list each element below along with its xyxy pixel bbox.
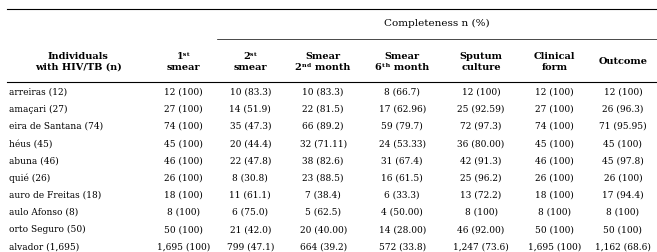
Text: arreiras (12): arreiras (12)	[9, 87, 66, 96]
Text: 14 (28.00): 14 (28.00)	[378, 224, 426, 233]
Text: 664 (39.2): 664 (39.2)	[300, 241, 347, 250]
Text: 8 (66.7): 8 (66.7)	[384, 87, 420, 96]
Text: 18 (100): 18 (100)	[535, 190, 574, 199]
Text: 6 (75.0): 6 (75.0)	[233, 207, 268, 216]
Text: 20 (44.4): 20 (44.4)	[229, 139, 271, 148]
Text: 8 (100): 8 (100)	[606, 207, 639, 216]
Text: abuna (46): abuna (46)	[9, 156, 58, 165]
Text: 17 (94.4): 17 (94.4)	[602, 190, 644, 199]
Text: 59 (79.7): 59 (79.7)	[381, 121, 423, 131]
Text: 16 (61.5): 16 (61.5)	[381, 173, 423, 182]
Text: 72 (97.3): 72 (97.3)	[461, 121, 502, 131]
Text: 26 (100): 26 (100)	[604, 173, 642, 182]
Text: 12 (100): 12 (100)	[535, 87, 574, 96]
Text: Sputum
culture: Sputum culture	[460, 52, 503, 71]
Text: 8 (100): 8 (100)	[167, 207, 200, 216]
Text: 36 (80.00): 36 (80.00)	[457, 139, 505, 148]
Text: quié (26): quié (26)	[9, 173, 50, 182]
Text: 8 (100): 8 (100)	[464, 207, 497, 216]
Text: 12 (100): 12 (100)	[604, 87, 642, 96]
Text: 1,695 (100): 1,695 (100)	[528, 241, 581, 250]
Text: 18 (100): 18 (100)	[164, 190, 203, 199]
Text: 572 (33.8): 572 (33.8)	[378, 241, 426, 250]
Text: 11 (61.1): 11 (61.1)	[229, 190, 271, 199]
Text: 25 (92.59): 25 (92.59)	[457, 104, 505, 113]
Text: 2ˢᵗ
smear: 2ˢᵗ smear	[233, 52, 267, 71]
Text: amaçari (27): amaçari (27)	[9, 104, 67, 113]
Text: 1,247 (73.6): 1,247 (73.6)	[453, 241, 509, 250]
Text: 17 (62.96): 17 (62.96)	[378, 104, 426, 113]
Text: eira de Santana (74): eira de Santana (74)	[9, 121, 102, 131]
Text: 12 (100): 12 (100)	[462, 87, 501, 96]
Text: 10 (83.3): 10 (83.3)	[229, 87, 271, 96]
Text: auro de Freitas (18): auro de Freitas (18)	[9, 190, 101, 199]
Text: 74 (100): 74 (100)	[535, 121, 574, 131]
Text: 14 (51.9): 14 (51.9)	[229, 104, 271, 113]
Text: 42 (91.3): 42 (91.3)	[461, 156, 502, 165]
Text: 26 (100): 26 (100)	[535, 173, 574, 182]
Text: 74 (100): 74 (100)	[164, 121, 203, 131]
Text: Smear
2ⁿᵈ month: Smear 2ⁿᵈ month	[296, 52, 351, 71]
Text: 50 (100): 50 (100)	[604, 224, 643, 233]
Text: 31 (67.4): 31 (67.4)	[382, 156, 423, 165]
Text: 22 (47.8): 22 (47.8)	[229, 156, 271, 165]
Text: 26 (96.3): 26 (96.3)	[602, 104, 644, 113]
Text: 13 (72.2): 13 (72.2)	[461, 190, 502, 199]
Text: 24 (53.33): 24 (53.33)	[378, 139, 426, 148]
Text: 27 (100): 27 (100)	[535, 104, 574, 113]
Text: 50 (100): 50 (100)	[535, 224, 574, 233]
Text: 20 (40.00): 20 (40.00)	[300, 224, 347, 233]
Text: 25 (96.2): 25 (96.2)	[461, 173, 502, 182]
Text: 23 (88.5): 23 (88.5)	[302, 173, 344, 182]
Text: Clinical
form: Clinical form	[534, 52, 576, 71]
Text: Completeness n (%): Completeness n (%)	[384, 19, 489, 28]
Text: 22 (81.5): 22 (81.5)	[302, 104, 344, 113]
Text: 35 (47.3): 35 (47.3)	[229, 121, 271, 131]
Text: alvador (1,695): alvador (1,695)	[9, 241, 79, 250]
Text: 45 (100): 45 (100)	[164, 139, 203, 148]
Text: 1ˢᵗ
smear: 1ˢᵗ smear	[167, 52, 200, 71]
Text: 7 (38.4): 7 (38.4)	[306, 190, 341, 199]
Text: 46 (100): 46 (100)	[164, 156, 203, 165]
Text: 66 (89.2): 66 (89.2)	[302, 121, 344, 131]
Text: 50 (100): 50 (100)	[164, 224, 203, 233]
Text: 27 (100): 27 (100)	[164, 104, 203, 113]
Text: Outcome: Outcome	[599, 57, 647, 66]
Text: 45 (100): 45 (100)	[535, 139, 574, 148]
Text: 46 (100): 46 (100)	[535, 156, 574, 165]
Text: 1,162 (68.6): 1,162 (68.6)	[595, 241, 651, 250]
Text: 799 (47.1): 799 (47.1)	[227, 241, 274, 250]
Text: 26 (100): 26 (100)	[164, 173, 203, 182]
Text: 46 (92.00): 46 (92.00)	[457, 224, 505, 233]
Text: 5 (62.5): 5 (62.5)	[305, 207, 341, 216]
Text: 6 (33.3): 6 (33.3)	[384, 190, 420, 199]
Text: orto Seguro (50): orto Seguro (50)	[9, 224, 85, 233]
Text: Smear
6ᵗʰ month: Smear 6ᵗʰ month	[375, 52, 429, 71]
Text: 12 (100): 12 (100)	[164, 87, 203, 96]
Text: héus (45): héus (45)	[9, 139, 52, 148]
Text: 10 (83.3): 10 (83.3)	[302, 87, 344, 96]
Text: 21 (42.0): 21 (42.0)	[229, 224, 271, 233]
Text: Individuals
with HIV/TB (n): Individuals with HIV/TB (n)	[35, 52, 122, 71]
Text: 8 (30.8): 8 (30.8)	[233, 173, 268, 182]
Text: 45 (100): 45 (100)	[604, 139, 643, 148]
Text: 38 (82.6): 38 (82.6)	[302, 156, 344, 165]
Text: 8 (100): 8 (100)	[538, 207, 571, 216]
Text: 1,695 (100): 1,695 (100)	[157, 241, 210, 250]
Text: 4 (50.00): 4 (50.00)	[381, 207, 423, 216]
Text: 71 (95.95): 71 (95.95)	[599, 121, 646, 131]
Text: aulo Afonso (8): aulo Afonso (8)	[9, 207, 78, 216]
Text: 32 (71.11): 32 (71.11)	[300, 139, 347, 148]
Text: 45 (97.8): 45 (97.8)	[602, 156, 644, 165]
